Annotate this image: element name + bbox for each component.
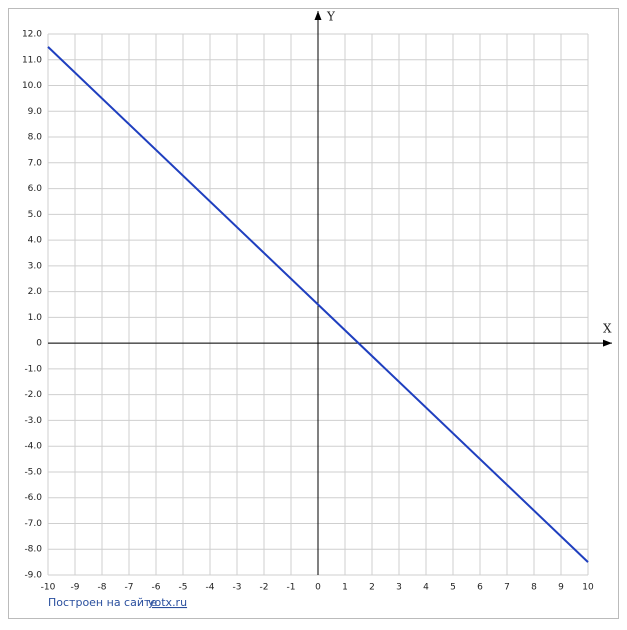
x-tick-label: 0 (315, 583, 321, 593)
x-tick-label: -5 (179, 583, 188, 593)
x-tick-label: 3 (396, 583, 402, 593)
data-line (47, 46, 589, 563)
y-axis-label: Y (326, 10, 336, 24)
x-tick-label: 4 (423, 583, 429, 593)
y-tick-label: 3.0 (28, 261, 43, 271)
x-tick-label: 8 (531, 583, 537, 593)
x-tick-label: 5 (450, 583, 456, 593)
y-tick-label: 5.0 (28, 210, 43, 220)
x-tick-label: 9 (558, 583, 564, 593)
x-tick-label: -3 (233, 583, 242, 593)
y-tick-label: 8.0 (28, 133, 43, 143)
x-tick-label: -4 (206, 583, 215, 593)
y-tick-label: 7.0 (28, 158, 43, 168)
y-tick-label: -8.0 (24, 545, 42, 555)
x-tick-label: -2 (260, 583, 269, 593)
y-tick-label: 0 (36, 339, 42, 349)
frame (8, 8, 619, 619)
y-tick-label: 11.0 (22, 55, 42, 65)
x-axis-arrow (603, 339, 612, 347)
x-axis-label: X (603, 322, 612, 336)
footer-text: Построен на сайте (48, 596, 157, 609)
y-tick-label: -3.0 (24, 416, 42, 426)
y-tick-label: 4.0 (28, 236, 43, 246)
y-tick-label: -4.0 (24, 442, 42, 452)
y-tick-label: -1.0 (24, 364, 42, 374)
x-tick-label: -10 (41, 583, 56, 593)
y-axis-arrow (314, 11, 322, 20)
x-tick-label: 6 (477, 583, 483, 593)
x-tick-label: -7 (125, 583, 134, 593)
x-tick-label: 2 (369, 583, 375, 593)
y-tick-label: 6.0 (28, 184, 43, 194)
y-tick-label: 9.0 (28, 107, 43, 117)
x-tick-label: 7 (504, 583, 510, 593)
y-tick-label: 10.0 (22, 81, 42, 91)
y-tick-label: -2.0 (24, 390, 42, 400)
x-tick-label: -1 (287, 583, 296, 593)
y-tick-label: 2.0 (28, 287, 43, 297)
y-tick-label: -7.0 (24, 519, 42, 529)
x-tick-label: 10 (582, 583, 594, 593)
x-tick-label: -8 (98, 583, 107, 593)
x-tick-label: -6 (152, 583, 161, 593)
y-tick-label: 12.0 (22, 30, 42, 40)
y-tick-label: -6.0 (24, 493, 42, 503)
y-tick-label: -5.0 (24, 467, 42, 477)
y-tick-label: 1.0 (28, 313, 43, 323)
x-tick-label: 1 (342, 583, 348, 593)
x-tick-label: -9 (71, 583, 80, 593)
y-tick-label: -9.0 (24, 571, 42, 581)
footer-link[interactable]: yotx.ru (148, 596, 187, 609)
